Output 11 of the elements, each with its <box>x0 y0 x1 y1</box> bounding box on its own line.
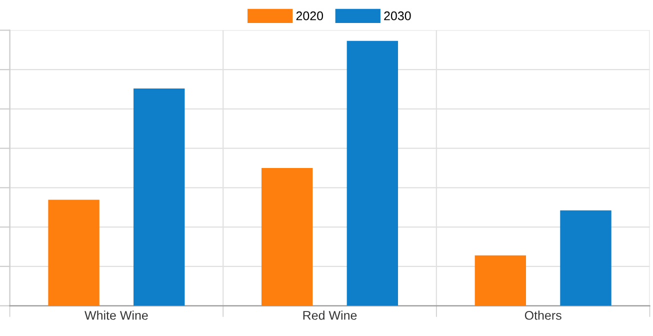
bar <box>474 255 526 306</box>
legend-label: 2020 <box>296 11 324 20</box>
bar <box>48 200 100 306</box>
x-tick-label: Red Wine <box>303 310 357 320</box>
x-tick-label: Others <box>524 310 562 320</box>
bar <box>262 168 313 306</box>
bar <box>134 88 185 306</box>
x-tick-label: White Wine <box>84 310 148 320</box>
legend-label: 2030 <box>384 11 411 20</box>
bar <box>346 40 398 306</box>
bar <box>560 210 612 306</box>
